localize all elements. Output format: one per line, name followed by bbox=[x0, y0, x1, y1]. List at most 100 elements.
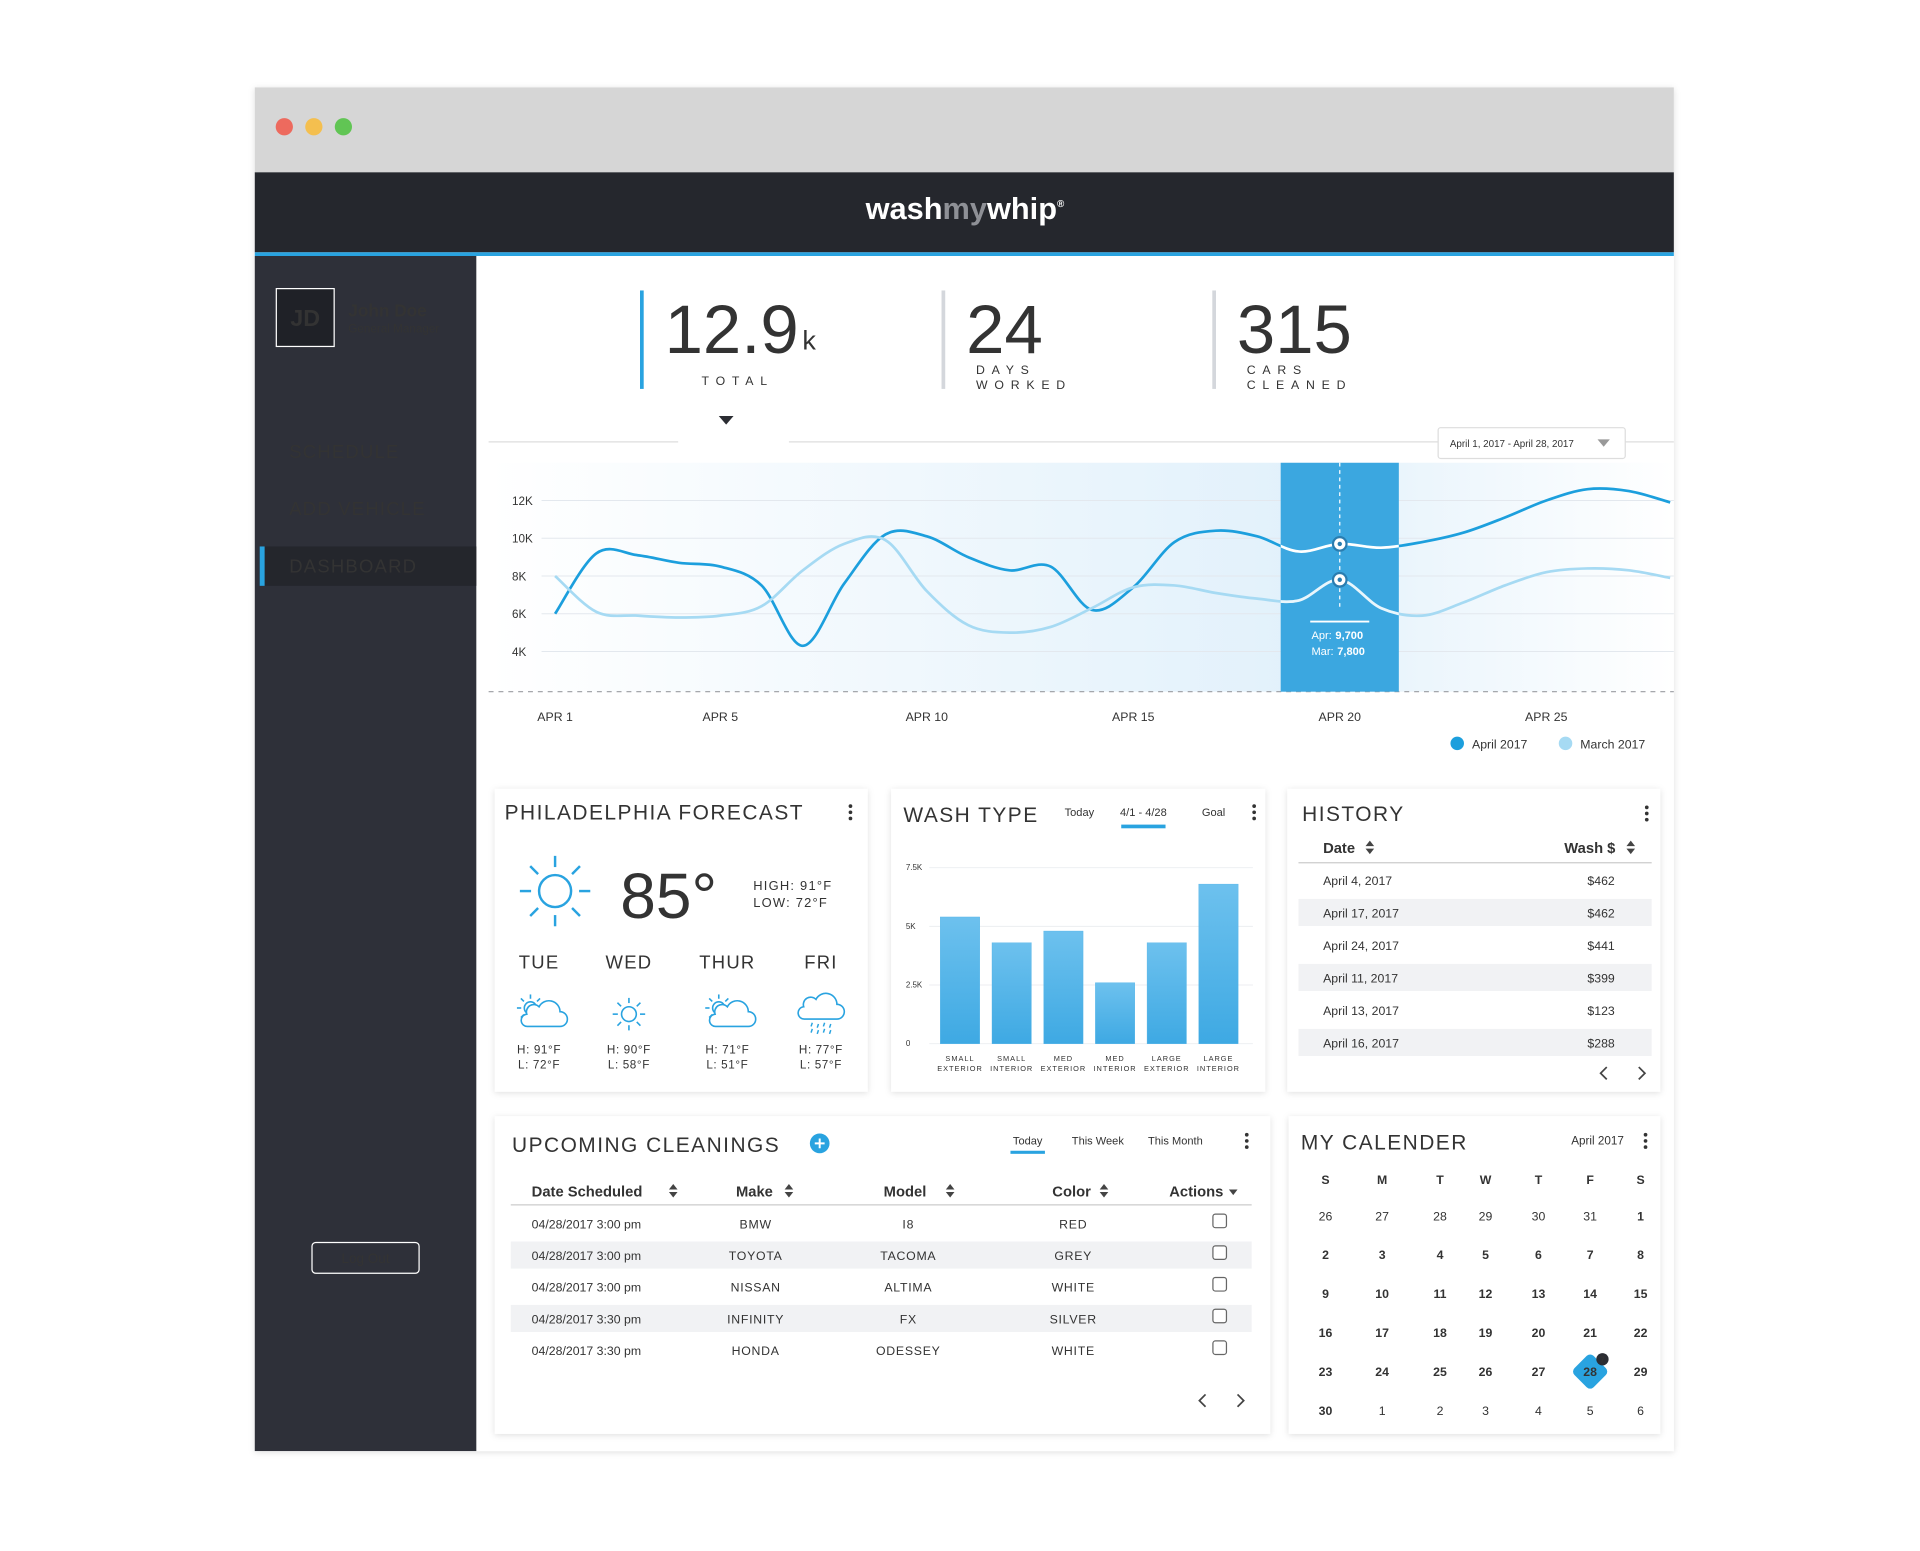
calendar-day[interactable]: 17 bbox=[1375, 1326, 1389, 1340]
rain-drop bbox=[810, 1028, 814, 1033]
calendar-day[interactable]: 6 bbox=[1637, 1404, 1644, 1418]
sort-icon[interactable] bbox=[1626, 840, 1636, 847]
calendar-day[interactable]: 14 bbox=[1583, 1287, 1597, 1301]
bar bbox=[1043, 930, 1084, 1044]
calendar-day[interactable]: 16 bbox=[1319, 1326, 1333, 1340]
calendar-day[interactable]: 28 bbox=[1583, 1365, 1597, 1379]
calendar-day[interactable]: 29 bbox=[1634, 1365, 1648, 1379]
column-header[interactable]: Actions bbox=[1169, 1184, 1223, 1200]
calendar-day[interactable]: 3 bbox=[1482, 1404, 1489, 1418]
calendar-day[interactable]: 5 bbox=[1587, 1404, 1594, 1418]
window-button[interactable] bbox=[305, 118, 323, 136]
sort-icon[interactable] bbox=[1099, 1191, 1109, 1198]
cell: NISSAN bbox=[731, 1281, 781, 1295]
calendar-day[interactable]: 6 bbox=[1535, 1248, 1542, 1262]
calendar-day[interactable]: 24 bbox=[1375, 1365, 1389, 1379]
cell: I8 bbox=[902, 1217, 914, 1231]
row-checkbox[interactable] bbox=[1212, 1276, 1228, 1292]
calendar-day[interactable]: 30 bbox=[1532, 1209, 1546, 1223]
calendar-day[interactable]: 7 bbox=[1587, 1248, 1594, 1262]
row-checkbox[interactable] bbox=[1212, 1340, 1228, 1356]
cloud bbox=[708, 1000, 757, 1028]
calendar-day[interactable]: 1 bbox=[1637, 1209, 1644, 1223]
calendar-day[interactable]: 19 bbox=[1479, 1326, 1493, 1340]
more-menu[interactable] bbox=[848, 804, 853, 821]
calendar-day[interactable]: 3 bbox=[1379, 1248, 1386, 1262]
sort-icon[interactable] bbox=[1626, 848, 1636, 855]
row-checkbox[interactable] bbox=[1212, 1308, 1228, 1324]
sort-icon[interactable] bbox=[1365, 840, 1375, 847]
calendar-day[interactable]: 5 bbox=[1482, 1248, 1489, 1262]
calendar-day[interactable]: 12 bbox=[1479, 1287, 1493, 1301]
page-prev[interactable] bbox=[1198, 1393, 1207, 1408]
calendar-day[interactable]: 25 bbox=[1433, 1365, 1447, 1379]
calendar-day[interactable]: 30 bbox=[1319, 1404, 1333, 1418]
column-header[interactable]: Make bbox=[736, 1184, 773, 1200]
calendar-day[interactable]: 4 bbox=[1535, 1404, 1542, 1418]
tab[interactable]: This Month bbox=[1148, 1136, 1203, 1148]
calendar-day[interactable]: 27 bbox=[1375, 1209, 1389, 1223]
calendar-day[interactable]: 23 bbox=[1319, 1365, 1333, 1379]
date-range[interactable]: April 1, 2017 - April 28, 2017 bbox=[1450, 439, 1574, 450]
calendar-day[interactable]: 13 bbox=[1532, 1287, 1546, 1301]
column-header[interactable]: Wash $ bbox=[1564, 841, 1615, 857]
calendar-day[interactable]: 27 bbox=[1532, 1365, 1546, 1379]
column-header[interactable]: Color bbox=[1052, 1184, 1091, 1200]
tab[interactable]: Goal bbox=[1202, 807, 1225, 819]
calendar-day[interactable]: 22 bbox=[1634, 1326, 1648, 1340]
calendar-day[interactable]: 26 bbox=[1479, 1365, 1493, 1379]
row-checkbox[interactable] bbox=[1212, 1245, 1228, 1260]
more-menu[interactable] bbox=[1643, 1132, 1648, 1149]
calendar-day[interactable]: 20 bbox=[1532, 1326, 1546, 1340]
tab[interactable]: Today bbox=[1065, 807, 1095, 819]
calendar-day[interactable]: 4 bbox=[1437, 1248, 1444, 1262]
window-button[interactable] bbox=[275, 118, 293, 136]
calendar-day[interactable]: 29 bbox=[1479, 1209, 1493, 1223]
sort-icon[interactable] bbox=[784, 1183, 794, 1190]
sort-icon[interactable] bbox=[668, 1191, 678, 1198]
sort-icon[interactable] bbox=[1365, 848, 1375, 855]
calendar-day[interactable]: 18 bbox=[1433, 1326, 1447, 1340]
nav-item[interactable]: DASHBOARD bbox=[289, 555, 417, 576]
nav-item[interactable]: SCHEDULE bbox=[289, 441, 399, 462]
row-checkbox[interactable] bbox=[1212, 1213, 1228, 1229]
logout-button[interactable] bbox=[311, 1241, 420, 1274]
tab[interactable]: 4/1 - 4/28 bbox=[1120, 807, 1167, 819]
more-menu[interactable] bbox=[1244, 1132, 1249, 1149]
calendar-day[interactable]: 10 bbox=[1375, 1287, 1389, 1301]
calendar-day[interactable]: 28 bbox=[1433, 1209, 1447, 1223]
sort-icon[interactable] bbox=[1099, 1183, 1109, 1190]
calendar-day[interactable]: 31 bbox=[1583, 1209, 1597, 1223]
calendar-day[interactable]: 15 bbox=[1634, 1287, 1648, 1301]
logout-label[interactable]: Log Out bbox=[341, 1251, 389, 1266]
day-badge-count: 7 bbox=[1600, 1354, 1605, 1364]
column-header[interactable]: Model bbox=[884, 1184, 927, 1200]
calendar-day[interactable]: 26 bbox=[1319, 1209, 1333, 1223]
calendar-day[interactable]: 2 bbox=[1437, 1404, 1444, 1418]
calendar-day[interactable]: 2 bbox=[1322, 1248, 1329, 1262]
nav-item[interactable]: ADD VEHICLE bbox=[289, 498, 426, 519]
tab[interactable]: Today bbox=[1013, 1136, 1043, 1148]
sort-icon[interactable] bbox=[945, 1183, 955, 1190]
sort-icon[interactable] bbox=[945, 1191, 955, 1198]
more-menu[interactable] bbox=[1252, 804, 1256, 821]
rain-drop bbox=[822, 1022, 826, 1027]
calendar-day[interactable]: 1 bbox=[1379, 1404, 1386, 1418]
sort-icon[interactable] bbox=[784, 1191, 794, 1198]
page-prev[interactable] bbox=[1599, 1066, 1608, 1080]
window-button[interactable] bbox=[334, 118, 353, 136]
calendar-day[interactable]: 9 bbox=[1322, 1287, 1329, 1301]
date-range-dropdown[interactable] bbox=[1437, 427, 1626, 460]
x-tick-label: SMALL EXTERIOR bbox=[937, 1054, 983, 1073]
calendar-day[interactable]: 11 bbox=[1433, 1287, 1446, 1301]
page-next[interactable] bbox=[1638, 1066, 1647, 1080]
page-next[interactable] bbox=[1236, 1393, 1245, 1408]
sort-icon[interactable] bbox=[668, 1183, 678, 1190]
calendar-day[interactable]: 8 bbox=[1637, 1248, 1644, 1262]
more-menu[interactable] bbox=[1644, 805, 1649, 822]
column-header[interactable]: Date Scheduled bbox=[532, 1184, 643, 1200]
calendar-day[interactable]: 21 bbox=[1583, 1326, 1597, 1340]
tab[interactable]: This Week bbox=[1072, 1136, 1125, 1148]
sort-icon[interactable] bbox=[1228, 1189, 1238, 1196]
column-header[interactable]: Date bbox=[1323, 841, 1355, 857]
